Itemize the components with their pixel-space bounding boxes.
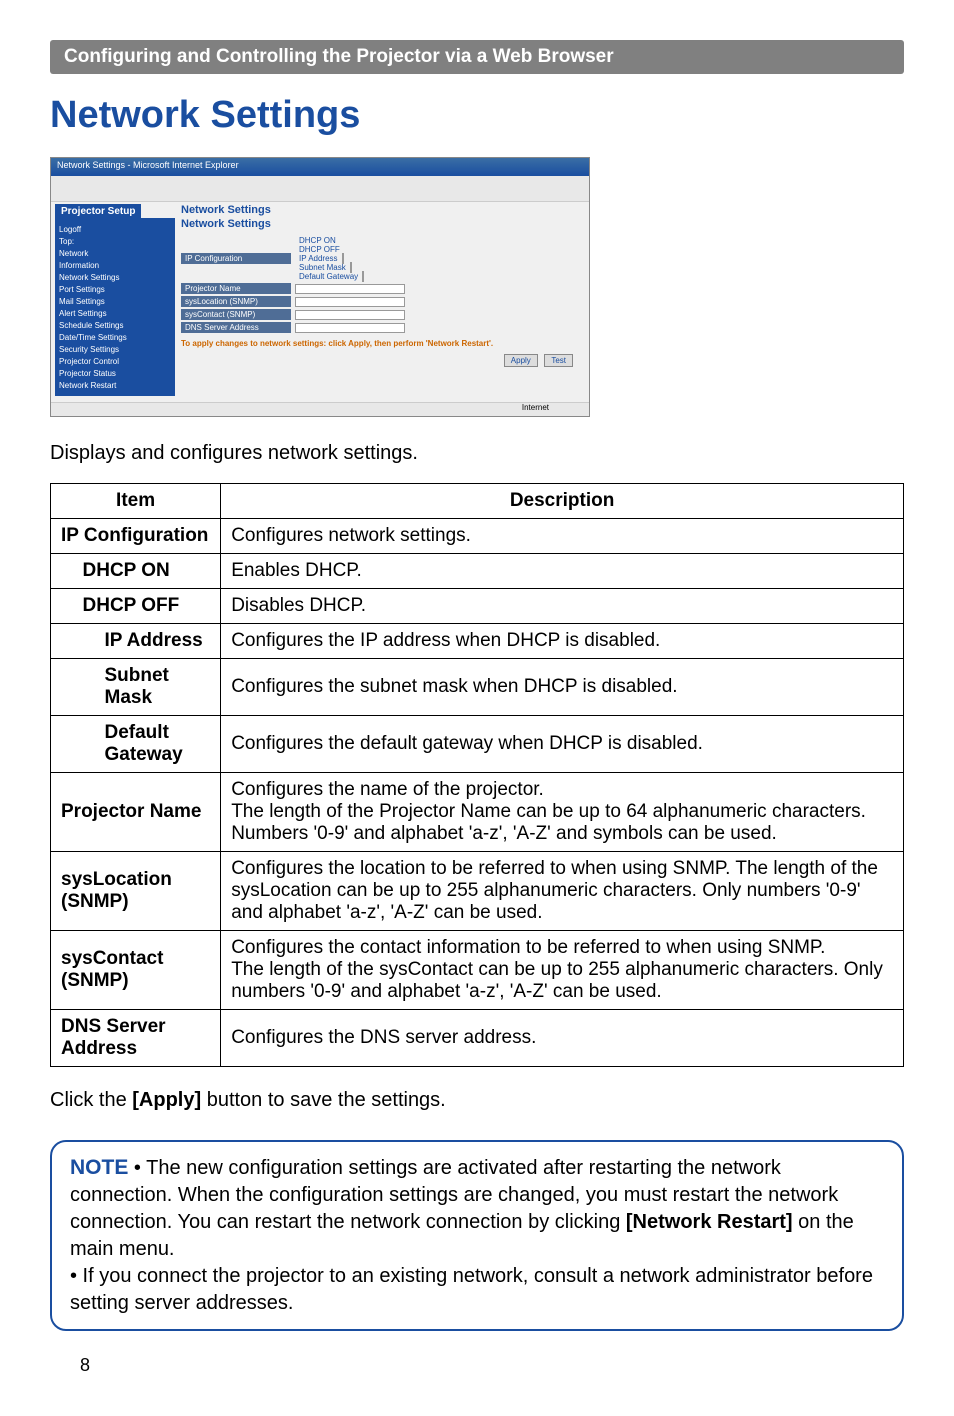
screenshot-apply-btn: Apply [504,354,538,367]
screenshot-side-item: Projector Status [59,369,171,378]
screenshot-side-item: Alert Settings [59,309,171,318]
screenshot-test-btn: Test [544,354,573,367]
screenshot-side-item: Security Settings [59,345,171,354]
screenshot-side-item: Information [59,261,171,270]
desc-dns-server: Configures the DNS server address. [221,1010,904,1067]
screenshot-main-title: Network Settings [181,218,583,230]
screenshot-side-item: Port Settings [59,285,171,294]
desc-default-gateway: Configures the default gateway when DHCP… [221,716,904,773]
screenshot-field [295,323,405,333]
desc-dhcp-on: Enables DHCP. [221,554,904,589]
screenshot-main: Network Settings IP Configuration DHCP O… [181,218,583,367]
screenshot-section-title: Network Settings [181,204,271,216]
apply-instruction: Click the [Apply] button to save the set… [50,1089,904,1112]
screenshot-sidebar: Logoff Top: Network Information Network … [55,218,175,396]
screenshot-field [295,297,405,307]
screenshot-buttons: Apply Test [181,354,573,367]
item-ip-configuration: IP Configuration [51,519,221,554]
page-title: Network Settings [50,94,904,137]
item-subnet-mask: Subnet Mask [95,659,221,716]
item-dhcp-on: DHCP ON [73,554,221,589]
screenshot-gateway-label: Default Gateway [299,272,358,281]
table-head-item: Item [51,484,221,519]
screenshot-side-item: Projector Control [59,357,171,366]
indent-cell [73,716,95,773]
section-header-bar: Configuring and Controlling the Projecto… [50,40,904,74]
table-head-desc: Description [221,484,904,519]
desc-projector-name: Configures the name of the projector. Th… [221,773,904,852]
indent-cell [51,716,73,773]
screenshot-side-item: Top: [59,237,171,246]
screenshot-field-label: Projector Name [181,283,291,294]
screenshot-dhcp-on: DHCP ON [299,236,364,245]
indent-cell [51,554,73,589]
indent-cell [51,659,73,716]
item-syscontact: sysContact (SNMP) [51,931,221,1010]
item-syslocation: sysLocation (SNMP) [51,852,221,931]
screenshot-field-label: sysLocation (SNMP) [181,296,291,307]
item-projector-name: Projector Name [51,773,221,852]
indent-cell [51,624,73,659]
screenshot-toolbar [51,176,589,202]
screenshot-field [295,310,405,320]
note-box: NOTE • The new configuration settings ar… [50,1140,904,1331]
screenshot-projector-setup: Projector Setup [55,204,141,219]
desc-ip-configuration: Configures network settings. [221,519,904,554]
item-default-gateway: Default Gateway [95,716,221,773]
screenshot-note: To apply changes to network settings: cl… [181,339,583,348]
intro-text: Displays and configures network settings… [50,442,904,465]
settings-table: Item Description IP Configuration Config… [50,483,904,1067]
screenshot-field-label: IP Configuration [181,253,291,264]
note-label: NOTE [70,1156,128,1179]
screenshot-field [295,284,405,294]
desc-syscontact: Configures the contact information to be… [221,931,904,1010]
screenshot-side-item: Logoff [59,225,171,234]
screenshot-side-item: Mail Settings [59,297,171,306]
desc-syslocation: Configures the location to be referred t… [221,852,904,931]
desc-dhcp-off: Disables DHCP. [221,589,904,624]
screenshot-side-item: Network [59,249,171,258]
apply-text-pre: Click the [50,1089,132,1111]
indent-cell [51,589,73,624]
desc-subnet-mask: Configures the subnet mask when DHCP is … [221,659,904,716]
screenshot-ipaddr-label: IP Address [299,254,338,263]
indent-cell [73,624,95,659]
item-dns-server: DNS Server Address [51,1010,221,1067]
screenshot-side-item: Network Restart [59,381,171,390]
note-bullet-2: • If you connect the projector to an exi… [70,1265,873,1314]
page-number: 8 [80,1355,904,1376]
apply-text-bold: [Apply] [132,1089,201,1111]
item-ip-address: IP Address [95,624,221,659]
screenshot-side-item: Network Settings [59,273,171,282]
screenshot-footer: Internet [51,402,589,416]
desc-ip-address: Configures the IP address when DHCP is d… [221,624,904,659]
screenshot-field-label: DNS Server Address [181,322,291,333]
apply-text-post: button to save the settings. [201,1089,446,1111]
screenshot-field-label: sysContact (SNMP) [181,309,291,320]
screenshot-illustration: Network Settings - Microsoft Internet Ex… [50,157,590,417]
screenshot-window-title: Network Settings - Microsoft Internet Ex… [51,158,589,176]
note-bold-1: [Network Restart] [626,1211,793,1233]
indent-cell [73,659,95,716]
item-dhcp-off: DHCP OFF [73,589,221,624]
screenshot-field [362,271,364,282]
screenshot-side-item: Date/Time Settings [59,333,171,342]
screenshot-side-item: Schedule Settings [59,321,171,330]
screenshot-subnet-label: Subnet Mask [299,263,346,272]
screenshot-dhcp-off: DHCP OFF [299,245,364,254]
